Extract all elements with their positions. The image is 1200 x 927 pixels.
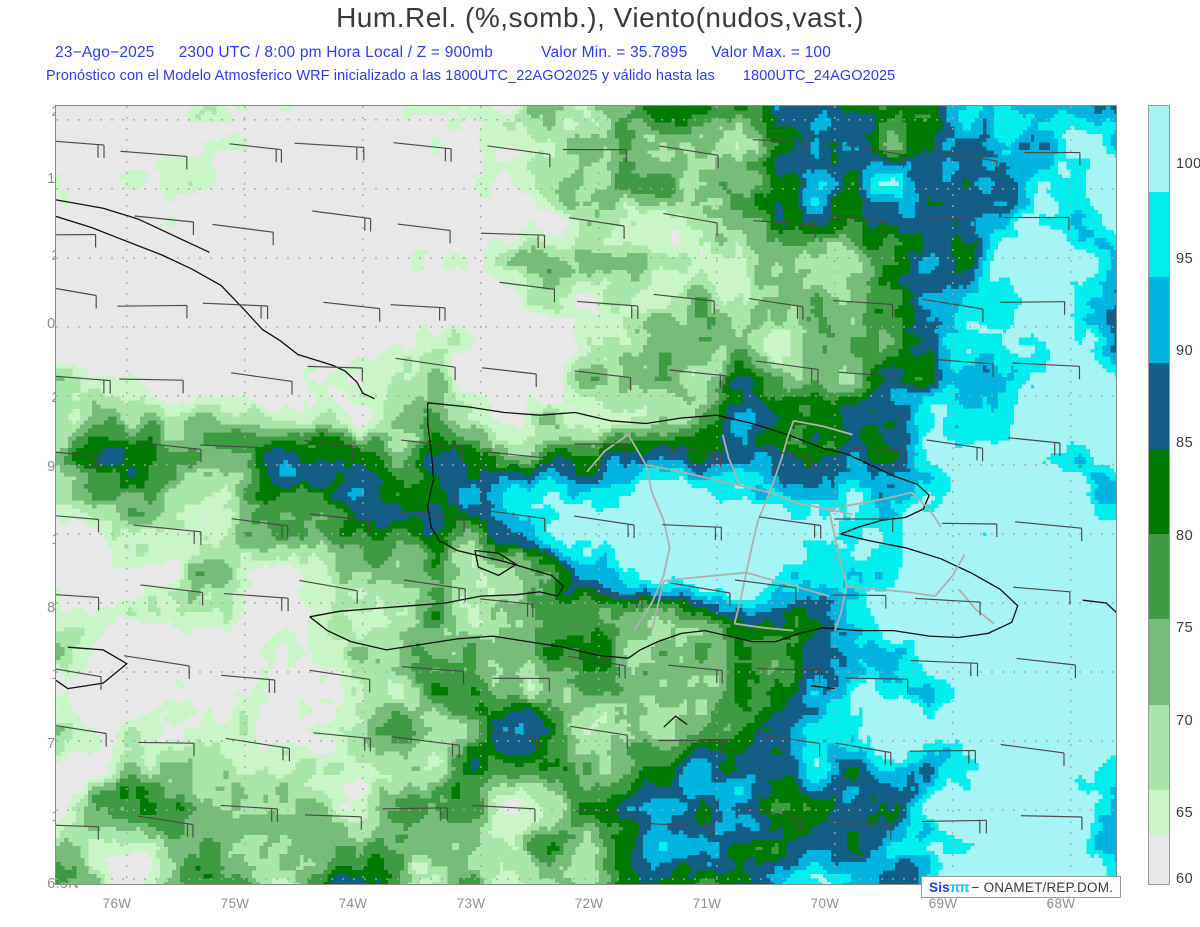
colorbar-band — [1149, 836, 1169, 884]
x-axis-label: 72W — [559, 896, 619, 911]
colorbar — [1148, 105, 1170, 885]
colorbar-band — [1149, 705, 1169, 790]
colorbar-tick-label: 75 — [1176, 620, 1193, 636]
colorbar-tick-label: 95 — [1176, 251, 1193, 267]
value-min: Valor Min. = 35.7895 — [541, 44, 687, 61]
colorbar-tick-label: 85 — [1176, 435, 1193, 451]
x-axis-label: 75W — [205, 896, 265, 911]
map-plot[interactable] — [55, 105, 1117, 885]
colorbar-tick-label: 60 — [1176, 871, 1193, 887]
colorbar-band — [1149, 106, 1169, 192]
plot-frame — [55, 105, 1117, 885]
valid-until: 1800UTC_24AGO2025 — [743, 68, 895, 84]
colorbar-band — [1149, 192, 1169, 277]
humidity-field — [56, 106, 1117, 885]
x-axis-label: 76W — [87, 896, 147, 911]
page-title: Hum.Rel. (%,somb.), Viento(nudos,vast.) — [0, 2, 1200, 34]
colorbar-band — [1149, 619, 1169, 705]
colorbar-band — [1149, 449, 1169, 534]
colorbar-band — [1149, 363, 1169, 449]
colorbar-band — [1149, 277, 1169, 362]
header-line-3: Pronóstico con el Modelo Atmosferico WRF… — [46, 68, 1186, 84]
forecast-time-level: 2300 UTC / 8:00 pm Hora Local / Z = 900m… — [179, 44, 493, 61]
colorbar-band — [1149, 534, 1169, 619]
x-axis-label: 69W — [913, 896, 973, 911]
colorbar-tick-label: 100 — [1176, 156, 1200, 172]
x-axis-label: 74W — [323, 896, 383, 911]
logo-sis-text: Sis — [929, 880, 950, 895]
colorbar-tick-label: 80 — [1176, 528, 1193, 544]
logo-pi-icon: ππ — [950, 880, 969, 895]
colorbar-tick-label: 65 — [1176, 805, 1193, 821]
colorbar-band — [1149, 790, 1169, 835]
logo-org-text: − ONAMET/REP.DOM. — [972, 880, 1114, 895]
model-description: Pronóstico con el Modelo Atmosferico WRF… — [46, 68, 715, 84]
forecast-date: 23−Ago−2025 — [55, 44, 155, 61]
x-axis-label: 73W — [441, 896, 501, 911]
header: Hum.Rel. (%,somb.), Viento(nudos,vast.) … — [0, 0, 1200, 95]
x-axis-label: 71W — [677, 896, 737, 911]
logo-badge: Sis ππ − ONAMET/REP.DOM. — [921, 876, 1121, 898]
colorbar-tick-label: 70 — [1176, 713, 1193, 729]
colorbar-tick-label: 90 — [1176, 343, 1193, 359]
x-axis-label: 70W — [795, 896, 855, 911]
x-axis-label: 68W — [1031, 896, 1091, 911]
header-line-2: 23−Ago−2025 2300 UTC / 8:00 pm Hora Local… — [55, 44, 1175, 62]
value-max: Valor Max. = 100 — [711, 44, 831, 61]
